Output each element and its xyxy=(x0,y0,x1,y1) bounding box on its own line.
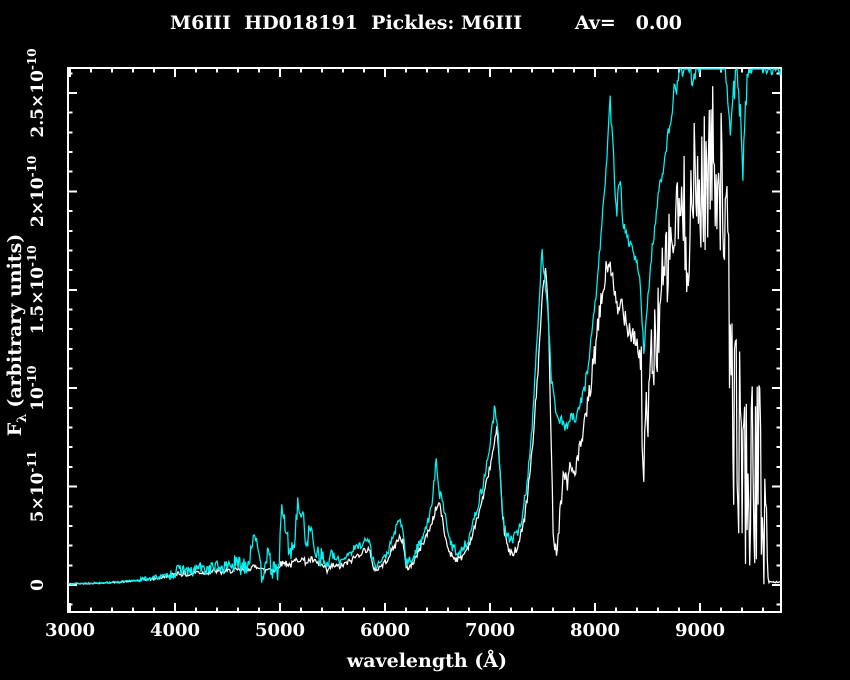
y-tick-label: 1.5×10-10 xyxy=(25,245,48,334)
y-axis-label-subscript: λ xyxy=(15,414,30,423)
x-tick-label: 7000 xyxy=(465,620,515,641)
x-tick-label: 4000 xyxy=(150,620,200,641)
x-tick-label: 8000 xyxy=(570,620,620,641)
x-tick-label: 3000 xyxy=(45,620,95,641)
axes-ticks: 3000 4000 5000 6000 7000 8000 9000 0 5×10-11 10-1… xyxy=(25,48,781,641)
y-tick-label: 2.5×10-10 xyxy=(25,48,48,137)
spectra-series xyxy=(68,68,782,585)
x-tick-label: 5000 xyxy=(255,620,305,641)
y-tick-label: 5×10-11 xyxy=(25,451,48,522)
x-tick-label: 9000 xyxy=(675,620,725,641)
y-tick-label: 0 xyxy=(28,579,48,591)
y-tick-label: 2×10-10 xyxy=(25,156,48,227)
y-axis-label-units: (arbitrary units) xyxy=(4,234,26,408)
observed-spectrum-line xyxy=(68,86,781,585)
x-tick-label: 6000 xyxy=(360,620,410,641)
x-axis-label: wavelength (Å) xyxy=(346,649,507,672)
chart-title: M6III HD018191 Pickles: M6III Av= 0.00 xyxy=(170,12,682,34)
y-tick-label: 10-10 xyxy=(25,366,48,411)
y-axis-label-main: F xyxy=(4,422,26,436)
pickles-template-line xyxy=(68,68,782,585)
y-axis-label: Fλ (arbitrary units) xyxy=(4,234,30,437)
plot-frame xyxy=(67,67,782,613)
